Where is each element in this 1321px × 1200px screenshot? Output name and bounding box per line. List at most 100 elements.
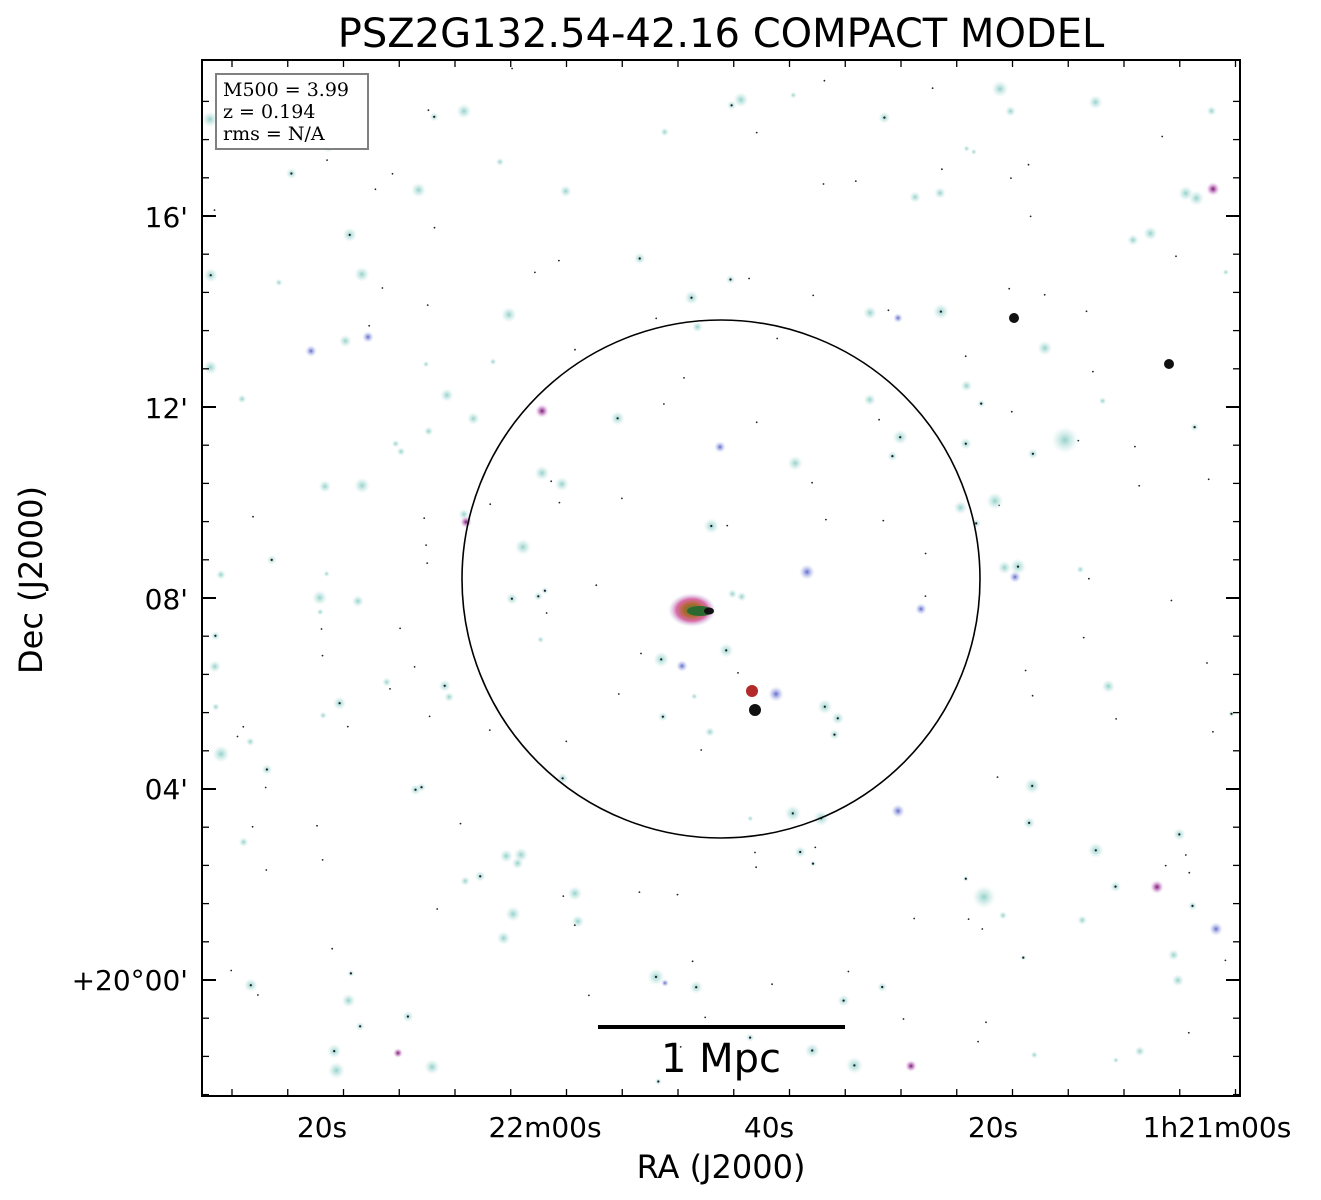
point-source bbox=[1027, 163, 1030, 166]
bright-field-source bbox=[768, 686, 784, 702]
faint-source bbox=[1171, 973, 1185, 987]
point-source bbox=[1085, 310, 1088, 313]
source-core bbox=[899, 436, 902, 439]
source-core bbox=[265, 768, 268, 771]
y-axis-label: Dec (J2000) bbox=[12, 486, 50, 674]
point-source bbox=[1008, 287, 1011, 290]
point-source bbox=[1134, 445, 1136, 448]
faint-source bbox=[202, 359, 219, 375]
point-source bbox=[595, 584, 598, 587]
point-source bbox=[931, 87, 934, 90]
source-core bbox=[414, 788, 417, 791]
point-source bbox=[588, 994, 590, 997]
point-source bbox=[565, 740, 568, 743]
faint-source bbox=[690, 692, 698, 700]
source-core bbox=[338, 702, 341, 705]
faint-source bbox=[202, 111, 219, 128]
point-source bbox=[1164, 864, 1167, 867]
faint-source bbox=[215, 569, 227, 580]
point-source bbox=[326, 159, 328, 162]
info-mass: M500 = 3.99 bbox=[223, 79, 349, 101]
bright-field-source bbox=[972, 885, 996, 909]
faint-source bbox=[1088, 94, 1103, 110]
point-source bbox=[814, 846, 817, 849]
source-core bbox=[1016, 565, 1020, 568]
faint-source bbox=[534, 465, 550, 481]
faint-source bbox=[460, 876, 471, 886]
x-tick-label: 20s bbox=[968, 1111, 1018, 1144]
point-source bbox=[257, 994, 259, 996]
faint-source bbox=[660, 127, 670, 137]
point-source bbox=[822, 183, 825, 185]
point-source bbox=[755, 866, 757, 869]
point-source bbox=[511, 67, 513, 70]
faint-source bbox=[275, 278, 283, 287]
point-source bbox=[854, 180, 857, 183]
source-core bbox=[349, 972, 352, 975]
point-source bbox=[1010, 177, 1012, 180]
source-core bbox=[654, 975, 658, 979]
point-source bbox=[726, 524, 729, 527]
point-source bbox=[700, 749, 703, 751]
faint-source bbox=[514, 538, 532, 556]
point-source bbox=[488, 729, 491, 731]
point-source bbox=[1092, 370, 1094, 373]
source-core bbox=[1028, 821, 1031, 825]
source-core bbox=[214, 634, 217, 637]
point-source bbox=[683, 377, 685, 379]
point-source bbox=[748, 277, 750, 280]
source-core bbox=[883, 116, 886, 119]
point-source bbox=[558, 501, 561, 504]
source-core bbox=[891, 455, 894, 458]
source-core bbox=[420, 786, 423, 789]
info-box: M500 = 3.99 z = 0.194 rms = N/A bbox=[215, 73, 369, 150]
point-source bbox=[1207, 478, 1210, 481]
point-source bbox=[1010, 410, 1013, 413]
source-core bbox=[1094, 849, 1097, 852]
point-source bbox=[426, 304, 429, 306]
point-source bbox=[413, 666, 416, 668]
point-source bbox=[776, 337, 779, 340]
point-source bbox=[320, 628, 323, 630]
point-source bbox=[754, 851, 756, 854]
faint-source bbox=[495, 157, 505, 167]
bright-field-source bbox=[676, 660, 688, 672]
point-source bbox=[252, 515, 254, 518]
source-core bbox=[842, 999, 845, 1002]
faint-source bbox=[963, 145, 970, 152]
point-source bbox=[316, 824, 318, 827]
source-core bbox=[537, 595, 540, 598]
point-source bbox=[977, 1040, 979, 1043]
faint-source bbox=[208, 660, 222, 673]
bright-field-source bbox=[986, 492, 1004, 510]
faint-source bbox=[319, 711, 327, 720]
x-axis-label: RA (J2000) bbox=[637, 1148, 806, 1186]
faint-source bbox=[456, 103, 472, 119]
source-core bbox=[657, 1080, 660, 1083]
point-source bbox=[427, 109, 430, 112]
point-source bbox=[433, 226, 436, 229]
bright-field-source bbox=[505, 906, 521, 922]
source-core bbox=[1022, 956, 1025, 959]
y-tick-label: +20°00' bbox=[72, 964, 188, 997]
point-source bbox=[996, 776, 999, 778]
point-source bbox=[265, 869, 268, 871]
point-source bbox=[423, 517, 426, 519]
faint-source bbox=[571, 914, 585, 929]
source-core bbox=[690, 296, 693, 299]
info-rms: rms = N/A bbox=[223, 123, 325, 145]
source-core bbox=[811, 1049, 814, 1052]
bright-field-source bbox=[1009, 571, 1021, 583]
faint-source bbox=[998, 911, 1008, 920]
point-source bbox=[374, 188, 377, 191]
point-source bbox=[368, 324, 371, 327]
faint-source bbox=[789, 91, 797, 99]
faint-source bbox=[1004, 105, 1017, 117]
faint-source bbox=[1112, 1057, 1120, 1064]
x-tick-label: 1h21m00s bbox=[1143, 1111, 1292, 1144]
bright-field-source bbox=[905, 1060, 917, 1072]
point-source bbox=[1170, 599, 1173, 602]
source-core bbox=[1031, 784, 1034, 788]
point-source bbox=[811, 481, 813, 484]
faint-source bbox=[1206, 105, 1217, 116]
